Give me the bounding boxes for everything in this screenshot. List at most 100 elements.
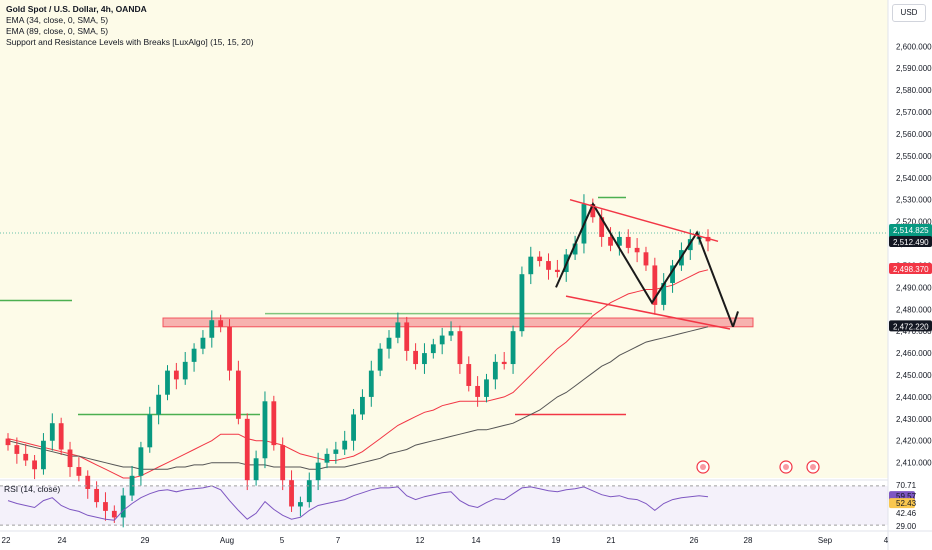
rsi-pane-label: RSI (14, close) xyxy=(4,484,61,494)
channel-upper-line xyxy=(569,198,719,243)
candle-body xyxy=(634,247,640,253)
candle-body xyxy=(351,414,356,441)
y-tick-label: 2,560.000 xyxy=(896,130,932,139)
candle-body xyxy=(253,458,259,481)
candle-body xyxy=(14,445,20,454)
candle-body xyxy=(599,217,605,237)
candle-body xyxy=(333,449,339,454)
x-tick-label: 14 xyxy=(472,536,481,545)
candle-body xyxy=(448,331,454,336)
candle-body xyxy=(475,385,481,397)
y-tick-label: 2,450.000 xyxy=(896,371,932,380)
price-label-bg xyxy=(889,262,932,274)
candle-body xyxy=(235,370,241,419)
candle-body xyxy=(58,423,64,450)
candle-body xyxy=(368,370,374,397)
y-tick-label: 2,460.000 xyxy=(896,349,932,358)
pattern-zigzag xyxy=(555,201,734,328)
y-tick-label: 2,530.000 xyxy=(896,196,932,205)
currency-selector[interactable]: USD xyxy=(892,4,926,22)
candle-body xyxy=(138,447,144,476)
candle-body xyxy=(271,401,277,446)
candle-body xyxy=(439,335,445,345)
y-tick-label: 2,410.000 xyxy=(896,459,932,468)
candle-body xyxy=(244,418,250,481)
y-tick-label: 2,550.000 xyxy=(896,152,932,161)
candle-body xyxy=(643,252,649,266)
candle-body xyxy=(572,243,578,255)
candle-body xyxy=(590,204,596,218)
rsi-tick-label: 29.00 xyxy=(896,522,917,531)
candle-body xyxy=(41,440,46,470)
candle-body xyxy=(156,394,162,415)
rsi-line xyxy=(7,485,709,521)
price-label: 2,472.220 xyxy=(893,322,929,331)
candle-body xyxy=(466,364,472,386)
candle-body xyxy=(519,274,525,332)
candle-body xyxy=(315,462,321,481)
y-tick-label: 2,490.000 xyxy=(896,283,932,292)
candle-body xyxy=(616,236,622,246)
x-tick-label: 24 xyxy=(58,536,67,545)
candle-body xyxy=(147,414,153,448)
y-tick-label: 2,600.000 xyxy=(896,42,932,51)
legend-ema-34: EMA (34, close, 0, SMA, 5) xyxy=(6,15,109,25)
candle-body xyxy=(297,502,303,507)
candle-body xyxy=(377,348,383,371)
candle-body xyxy=(85,475,91,489)
x-tick-label: Aug xyxy=(220,536,234,545)
price-label: 2,512.490 xyxy=(893,238,929,247)
x-tick-label: 7 xyxy=(336,536,341,545)
candle-body xyxy=(404,322,410,351)
candle-body xyxy=(209,320,215,338)
candle-body xyxy=(652,265,658,305)
x-tick-label: Sep xyxy=(818,536,833,545)
candle-body xyxy=(23,453,29,461)
candle-body xyxy=(546,261,551,270)
x-tick-label: 4 xyxy=(884,536,889,545)
candle-body xyxy=(111,510,117,518)
candle-body xyxy=(395,322,401,338)
rsi-tick-label: 42.46 xyxy=(896,509,917,518)
legend-title: Gold Spot / U.S. Dollar, 4h, OANDA xyxy=(6,4,147,14)
candle-body xyxy=(5,438,11,446)
x-tick-label: 22 xyxy=(2,536,11,545)
candle-body xyxy=(120,495,126,518)
candle-body xyxy=(103,502,108,511)
candle-body xyxy=(342,440,348,450)
candle-body xyxy=(262,401,268,459)
candle-body xyxy=(191,348,197,362)
y-tick-label: 2,580.000 xyxy=(896,86,932,95)
candle-body xyxy=(510,331,516,365)
x-tick-label: 29 xyxy=(141,536,150,545)
y-tick-label: 2,570.000 xyxy=(896,108,932,117)
candle-body xyxy=(608,236,613,246)
candle-body xyxy=(32,460,37,470)
rsi-tick-label: 52.43 xyxy=(896,499,917,508)
price-label-bg xyxy=(889,320,932,332)
candle-body xyxy=(289,480,294,507)
candle-body xyxy=(306,480,312,503)
x-tick-label: 28 xyxy=(744,536,753,545)
candle-body xyxy=(457,331,463,365)
candle-body xyxy=(528,256,534,275)
y-tick-label: 2,590.000 xyxy=(896,64,932,73)
candle-body xyxy=(501,361,507,365)
candle-body xyxy=(422,353,427,365)
candle-body xyxy=(76,467,82,476)
y-tick-label: 2,470.000 xyxy=(896,327,932,336)
support-zone xyxy=(162,317,754,328)
price-label: 2,498.370 xyxy=(893,265,929,274)
candle-body xyxy=(218,320,224,327)
candle-body xyxy=(492,361,498,380)
candle-body xyxy=(182,361,188,380)
economic-event-icon-dot xyxy=(700,464,706,470)
candle-body xyxy=(227,326,232,371)
price-label: 2,514.825 xyxy=(893,226,929,235)
candle-body xyxy=(386,337,392,349)
x-tick-label: 19 xyxy=(552,536,561,545)
y-tick-label: 2,540.000 xyxy=(896,174,932,183)
candle-body xyxy=(413,350,419,365)
x-tick-label: 26 xyxy=(690,536,699,545)
